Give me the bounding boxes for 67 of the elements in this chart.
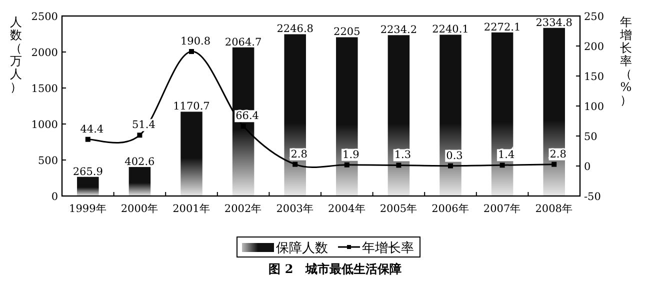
point xyxy=(396,162,402,168)
x-tick-label: 2000年 xyxy=(120,203,159,215)
x-tick-label: 2008年 xyxy=(535,203,573,215)
data-label: 0.3 xyxy=(446,150,463,162)
bar xyxy=(491,32,514,196)
x-tick-label: 2003年 xyxy=(276,203,314,215)
data-label: 2240.1 xyxy=(432,24,469,36)
point xyxy=(189,49,194,54)
legend-label: 保障人数 xyxy=(276,241,328,256)
point xyxy=(500,162,505,168)
data-label: 2246.8 xyxy=(276,23,314,36)
y2-tick-label: 50 xyxy=(584,131,598,143)
data-label: 44.4 xyxy=(80,123,104,136)
data-label: 265.9 xyxy=(72,166,103,178)
data-label: 2.8 xyxy=(550,148,566,160)
point xyxy=(137,132,142,138)
data-label: 190.8 xyxy=(180,36,211,48)
y2-axis-title: 年增长率（%） xyxy=(619,15,632,107)
data-label: 1.3 xyxy=(394,149,412,162)
legend-label: 年增长率 xyxy=(362,240,414,256)
bar xyxy=(284,34,306,196)
data-label: 2234.2 xyxy=(380,24,418,36)
y-tick-label: 2500 xyxy=(31,11,58,23)
data-label: 402.6 xyxy=(124,156,156,168)
y2-tick-label: 200 xyxy=(584,41,604,53)
bar xyxy=(388,35,410,196)
bar xyxy=(180,112,202,196)
bar xyxy=(128,167,151,196)
point xyxy=(292,162,298,167)
data-label: 1.9 xyxy=(342,148,360,161)
data-label: 66.4 xyxy=(236,110,260,122)
data-label: 2334.8 xyxy=(536,16,572,29)
data-label: 1.4 xyxy=(498,149,515,162)
bar xyxy=(336,37,358,196)
bar xyxy=(77,176,99,196)
y-tick-label: 2000 xyxy=(31,47,58,59)
point xyxy=(448,163,453,168)
point xyxy=(344,162,350,168)
y-tick-label: 0 xyxy=(51,191,58,203)
y-tick-label: 1500 xyxy=(31,83,58,95)
y2-tick-label: 150 xyxy=(584,71,604,83)
data-label: 2064.7 xyxy=(224,36,262,48)
data-label: 51.4 xyxy=(132,119,156,132)
y2-tick-label: 250 xyxy=(584,11,604,23)
x-tick-label: 2006年 xyxy=(432,203,470,215)
y2-tick-label: 100 xyxy=(584,101,604,113)
x-tick-label: 2001年 xyxy=(172,203,210,215)
x-tick-label: 2005年 xyxy=(380,203,418,215)
x-tick-label: 1999年 xyxy=(69,203,107,215)
data-label: 2.8 xyxy=(290,148,308,160)
data-label: 2272.1 xyxy=(484,21,521,34)
x-tick-label: 2007年 xyxy=(483,203,522,215)
y-tick-label: 500 xyxy=(38,155,58,167)
text: 图 2 城市最低生活保障 xyxy=(268,262,402,276)
bar xyxy=(440,34,462,196)
x-tick-label: 2004年 xyxy=(328,203,366,215)
point xyxy=(240,124,246,129)
point xyxy=(552,162,557,167)
bar xyxy=(543,28,565,196)
y2-tick-label: -50 xyxy=(584,191,601,203)
x-tick-label: 2002年 xyxy=(224,203,262,215)
y-tick-label: 1000 xyxy=(31,119,58,131)
data-label: 1170.7 xyxy=(173,100,210,113)
y-axis-title: 人数（万人） xyxy=(10,15,22,94)
y2-tick-label: 0 xyxy=(584,161,591,173)
data-label: 2205 xyxy=(334,26,360,38)
point xyxy=(85,136,90,142)
